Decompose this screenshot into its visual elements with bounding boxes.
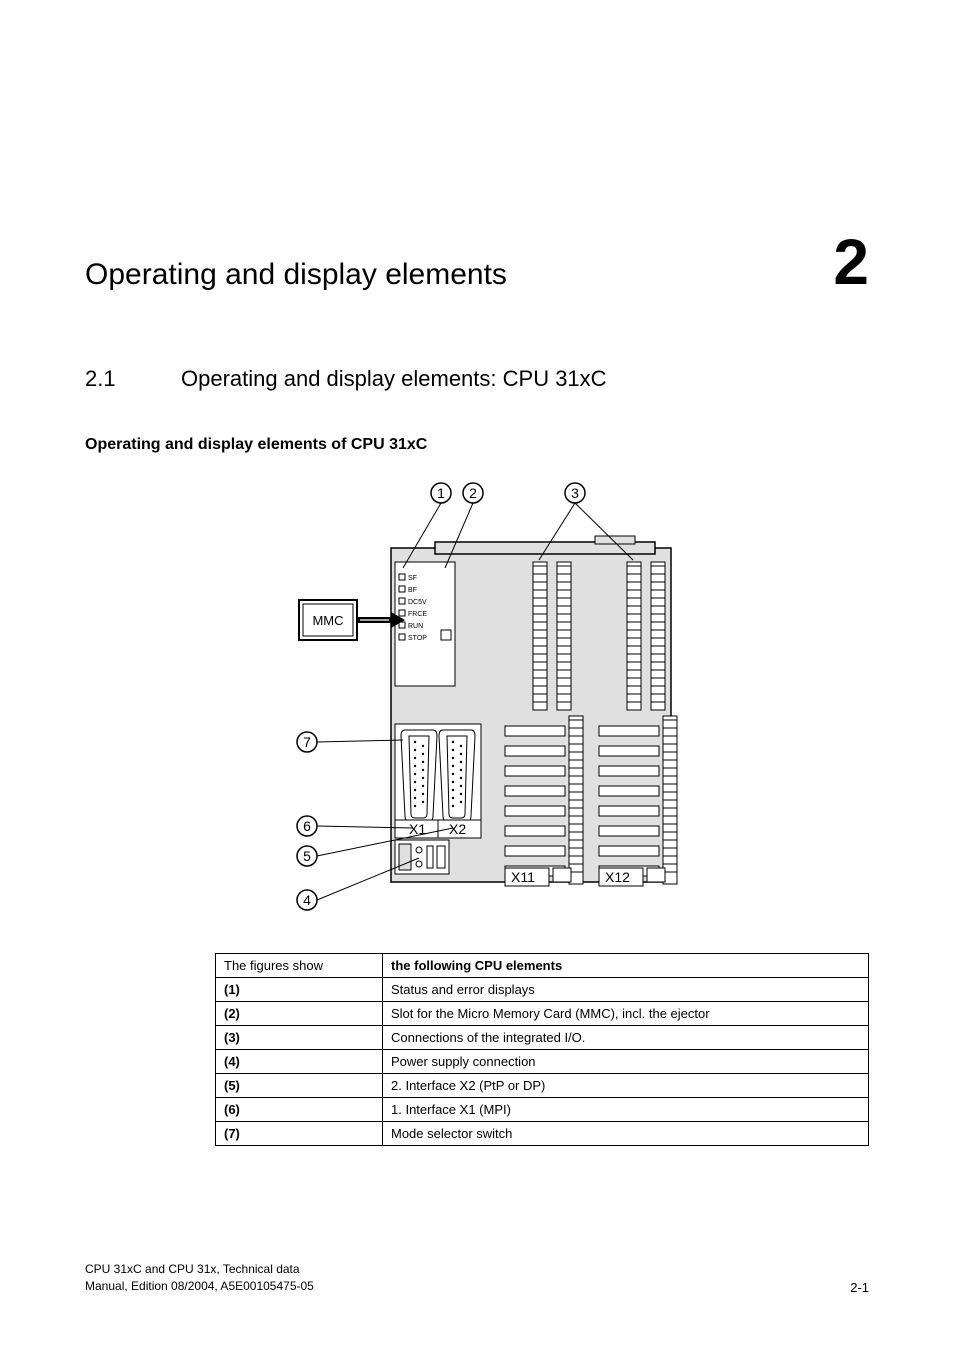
section-number: 2.1 <box>85 366 133 392</box>
svg-text:X1: X1 <box>409 821 426 837</box>
svg-text:6: 6 <box>303 818 311 834</box>
footer-page-number: 2-1 <box>850 1280 869 1295</box>
table-cell-key: (2) <box>216 1002 383 1026</box>
table-row: (1)Status and error displays <box>216 978 869 1002</box>
cpu-diagram: SFBFDC5VFRCERUNSTOPRUNSTOPMRESX1X2X11X12… <box>215 478 869 923</box>
table-row: (7)Mode selector switch <box>216 1122 869 1146</box>
footer-left: CPU 31xC and CPU 31x, Technical data Man… <box>85 1261 314 1295</box>
svg-text:BF: BF <box>408 587 417 594</box>
section-header: 2.1 Operating and display elements: CPU … <box>85 366 869 392</box>
svg-text:DC5V: DC5V <box>408 599 427 606</box>
table-cell-value: Power supply connection <box>383 1050 869 1074</box>
section-title: Operating and display elements: CPU 31xC <box>181 366 607 392</box>
table-cell-value: 2. Interface X2 (PtP or DP) <box>383 1074 869 1098</box>
footer-line-2: Manual, Edition 08/2004, A5E00105475-05 <box>85 1278 314 1295</box>
cpu-diagram-svg: SFBFDC5VFRCERUNSTOPRUNSTOPMRESX1X2X11X12… <box>215 478 695 918</box>
table-header-1: The figures show <box>216 954 383 978</box>
svg-text:MMC: MMC <box>312 613 343 628</box>
svg-text:4: 4 <box>303 892 311 908</box>
table-cell-key: (1) <box>216 978 383 1002</box>
table-cell-value: Slot for the Micro Memory Card (MMC), in… <box>383 1002 869 1026</box>
svg-text:2: 2 <box>469 485 477 501</box>
svg-text:X11: X11 <box>511 869 535 885</box>
svg-text:1: 1 <box>437 485 445 501</box>
chapter-title: Operating and display elements <box>85 258 507 292</box>
footer-line-1: CPU 31xC and CPU 31x, Technical data <box>85 1261 314 1278</box>
svg-text:RUN: RUN <box>408 623 423 630</box>
page: Operating and display elements 2 2.1 Ope… <box>0 0 954 1351</box>
table-cell-value: Status and error displays <box>383 978 869 1002</box>
chapter-header: Operating and display elements 2 <box>85 230 869 294</box>
svg-text:5: 5 <box>303 848 311 864</box>
table-row: (3)Connections of the integrated I/O. <box>216 1026 869 1050</box>
table-header-2: the following CPU elements <box>383 954 869 978</box>
table-cell-key: (6) <box>216 1098 383 1122</box>
table-cell-key: (4) <box>216 1050 383 1074</box>
svg-text:X2: X2 <box>449 821 466 837</box>
table-row: (6)1. Interface X1 (MPI) <box>216 1098 869 1122</box>
table-row: (2)Slot for the Micro Memory Card (MMC),… <box>216 1002 869 1026</box>
legend-table: The figures show the following CPU eleme… <box>215 953 869 1146</box>
svg-text:X12: X12 <box>605 869 630 885</box>
svg-text:FRCE: FRCE <box>408 611 427 618</box>
svg-text:3: 3 <box>571 485 579 501</box>
chapter-number: 2 <box>833 230 869 294</box>
table-cell-value: 1. Interface X1 (MPI) <box>383 1098 869 1122</box>
page-footer: CPU 31xC and CPU 31x, Technical data Man… <box>85 1261 869 1295</box>
subheading: Operating and display elements of CPU 31… <box>85 436 869 454</box>
svg-text:SF: SF <box>408 575 417 582</box>
table-row: (5)2. Interface X2 (PtP or DP) <box>216 1074 869 1098</box>
table-cell-key: (7) <box>216 1122 383 1146</box>
svg-text:7: 7 <box>303 734 311 750</box>
table-row: (4)Power supply connection <box>216 1050 869 1074</box>
table-cell-value: Mode selector switch <box>383 1122 869 1146</box>
table-cell-key: (3) <box>216 1026 383 1050</box>
svg-text:STOP: STOP <box>408 635 427 642</box>
table-cell-key: (5) <box>216 1074 383 1098</box>
table-cell-value: Connections of the integrated I/O. <box>383 1026 869 1050</box>
legend-table-wrap: The figures show the following CPU eleme… <box>215 953 869 1146</box>
